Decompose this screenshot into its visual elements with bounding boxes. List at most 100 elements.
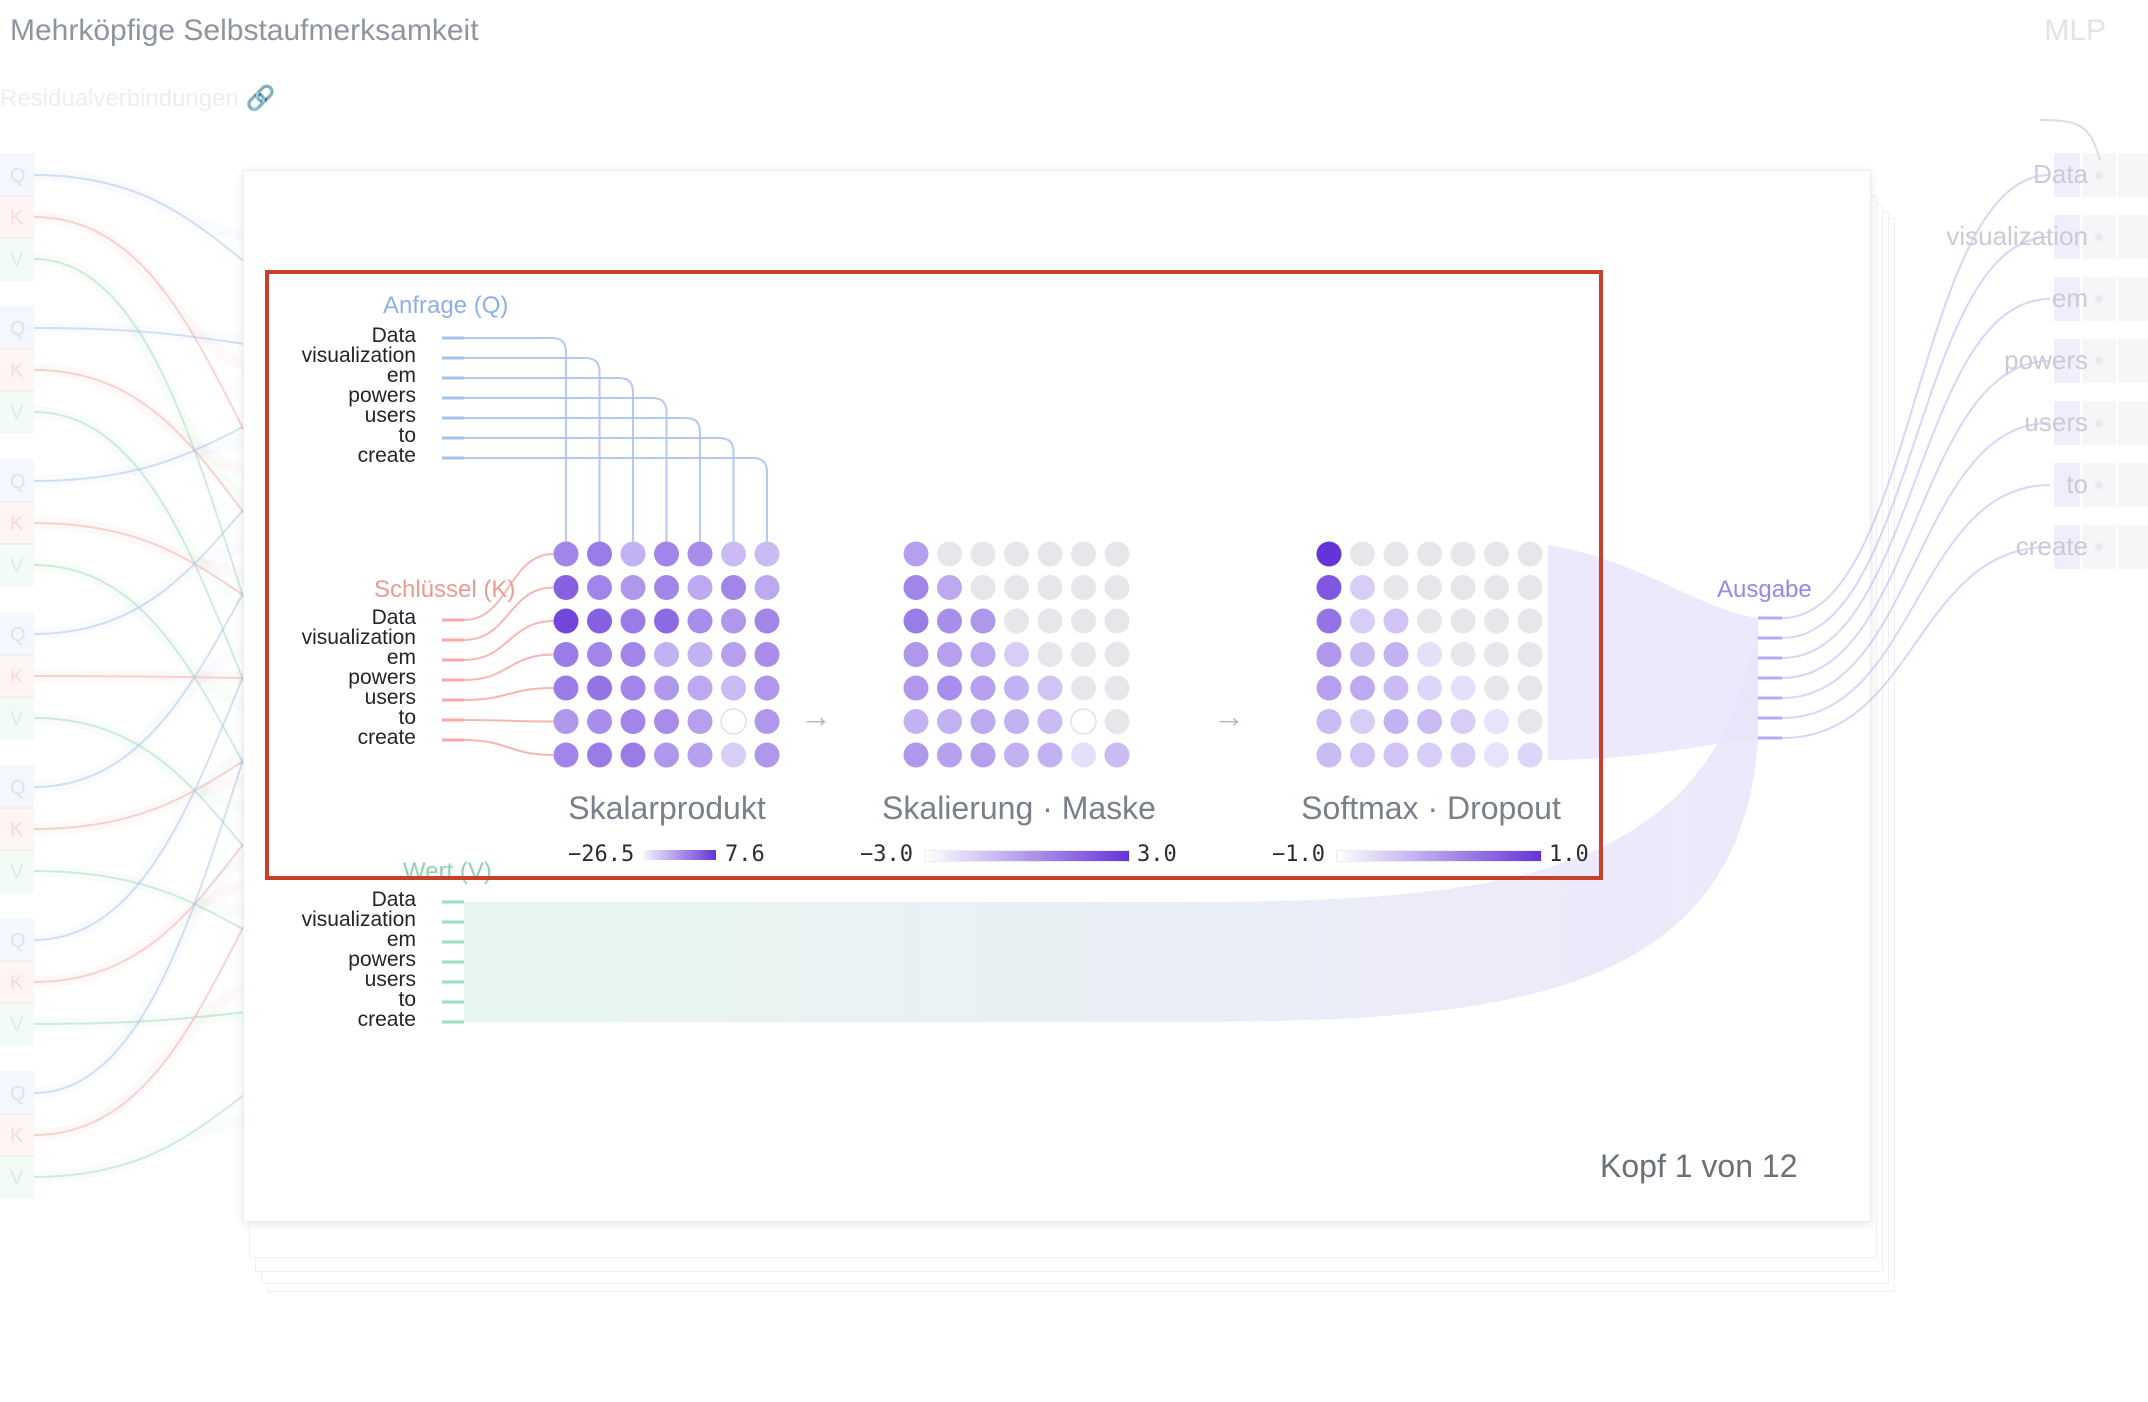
- softmax-cell: [1517, 642, 1543, 667]
- softmax-cell: [1484, 541, 1509, 567]
- output-cell: [2118, 277, 2148, 321]
- query-wire: [464, 337, 567, 542]
- head-counter[interactable]: Kopf 1 von 12: [1600, 1148, 1798, 1184]
- dot-product-cell: [720, 708, 747, 735]
- residual-cell: [0, 696, 34, 740]
- dot-product-cell: [553, 642, 579, 667]
- output-wire: [1781, 422, 2051, 699]
- softmax-cell: [1484, 642, 1509, 667]
- token-label: em: [386, 646, 416, 669]
- dot-product-cell: [620, 742, 646, 768]
- token-label: visualization: [301, 344, 416, 367]
- output-cell: [2054, 463, 2080, 507]
- scaled-cell: [1037, 742, 1063, 768]
- softmax-cell: [1417, 575, 1442, 600]
- scaled-cell: [1104, 642, 1130, 667]
- scaled-cell: [1037, 608, 1063, 634]
- residual-cell: [0, 543, 34, 587]
- residual-cell: [0, 849, 34, 893]
- residual-letter: K: [10, 666, 24, 688]
- key-wire: [463, 553, 554, 621]
- scaled-cell: [1071, 575, 1096, 600]
- residual-letter: K: [10, 360, 24, 382]
- scaled-cell: [1104, 742, 1130, 768]
- dot-product-cell: [654, 675, 679, 701]
- residual-cell: [0, 807, 34, 851]
- legend-gradient: [644, 850, 716, 860]
- dot-product-cell: [587, 742, 612, 768]
- stage-title-scale-mask: Skalierung · Maske: [882, 790, 1156, 826]
- residual-toggle[interactable]: Residualverbindungen 🔗: [0, 85, 276, 112]
- scaled-cell: [1104, 608, 1130, 634]
- output-cell: [2054, 277, 2080, 321]
- softmax-cell: [1316, 709, 1342, 734]
- softmax-cell: [1383, 742, 1409, 768]
- softmax-cell: [1383, 608, 1409, 634]
- output-token-label: Data: [2033, 159, 2088, 189]
- stage-title-softmax: Softmax · Dropout: [1301, 790, 1561, 826]
- output-cell: [2095, 295, 2103, 303]
- token-label: users: [364, 968, 416, 991]
- token-label: visualization: [301, 626, 416, 649]
- output-cell: [2054, 401, 2080, 445]
- output-cell: [2095, 543, 2103, 551]
- scaled-cell: [937, 541, 962, 567]
- softmax-cell: [1316, 608, 1342, 634]
- residual-letter: K: [10, 1125, 24, 1147]
- residual-cell: [0, 153, 34, 197]
- output-wire: [1781, 174, 2051, 619]
- dot-product-cell: [721, 608, 746, 634]
- softmax-cell: [1383, 642, 1409, 667]
- key-wire: [463, 586, 554, 641]
- output-cell: [2095, 419, 2103, 427]
- dot-product-cell: [553, 541, 579, 567]
- softmax-cell: [1484, 709, 1509, 734]
- query-wire: [464, 397, 668, 542]
- dot-product-cell: [654, 709, 679, 734]
- scaled-cell: [970, 742, 996, 768]
- arrow-right-icon: →: [800, 698, 832, 734]
- dot-product-cell: [754, 675, 780, 701]
- softmax-cell: [1316, 642, 1342, 667]
- softmax-cell: [1417, 675, 1442, 701]
- output-token-label: visualization: [1946, 221, 2088, 251]
- scaled-cell: [903, 709, 929, 734]
- dot-product-cell: [553, 742, 579, 768]
- dot-product-cell: [587, 575, 612, 600]
- output-wire: [1781, 360, 2051, 679]
- dot-product-cell: [754, 642, 780, 667]
- scaled-cell: [1071, 675, 1096, 701]
- scaled-cell: [1071, 742, 1096, 768]
- scaled-cell: [1037, 675, 1063, 701]
- dot-product-cell: [587, 675, 612, 701]
- output-wire: [1781, 484, 2051, 719]
- scaled-cell: [937, 608, 962, 634]
- softmax-cell: [1517, 675, 1543, 701]
- dot-product-cell: [553, 575, 579, 600]
- output-wire: [1781, 546, 2051, 739]
- value-label: Wert (V): [403, 858, 492, 885]
- legend-max: 7.6: [725, 842, 765, 867]
- value-band: [464, 620, 1758, 1022]
- dot-product-cell: [721, 642, 746, 667]
- next-block-label[interactable]: MLP: [2044, 14, 2106, 47]
- output-cell: [2054, 339, 2080, 383]
- scaled-cell: [1004, 575, 1029, 600]
- scaled-cell: [903, 742, 929, 768]
- dot-product-cell: [654, 642, 679, 667]
- residual-cell: [0, 348, 34, 392]
- scaled-cell: [970, 642, 996, 667]
- legend-max: 3.0: [1137, 842, 1177, 867]
- softmax-cell: [1350, 575, 1375, 600]
- dot-product-cell: [654, 742, 679, 768]
- query-wire: [464, 437, 735, 542]
- residual-cell: [0, 765, 34, 809]
- softmax-cell: [1316, 742, 1342, 768]
- residual-cell: [0, 306, 34, 350]
- dot-product-cell: [553, 608, 579, 634]
- scaled-cell: [1037, 541, 1063, 567]
- key-wire: [463, 739, 554, 756]
- scaled-cell: [903, 642, 929, 667]
- output-cell: [2095, 481, 2103, 489]
- token-label: Data: [371, 888, 416, 911]
